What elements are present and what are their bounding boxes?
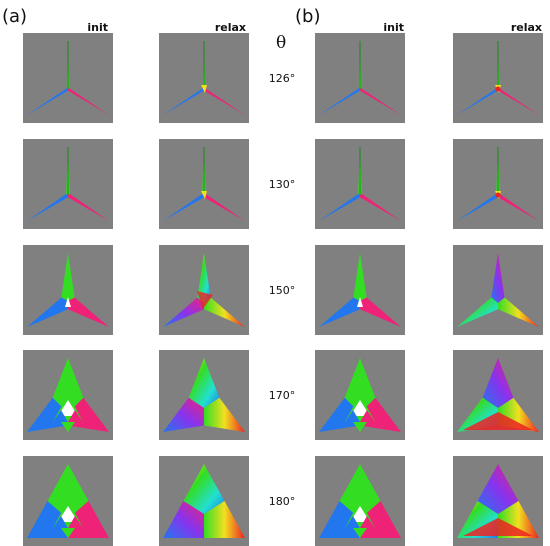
theta-heading: θ (276, 33, 287, 53)
tile-b-relax-130 (453, 139, 543, 229)
col-head-a-init: init (87, 21, 108, 34)
tile-b-init-170 (315, 350, 405, 440)
tile-b-relax-150 (453, 245, 543, 335)
tile-a-relax-180 (159, 456, 249, 546)
tile-b-relax-126 (453, 33, 543, 123)
tile-a-init-150 (23, 245, 113, 335)
tile-b-relax-180 (453, 456, 543, 546)
angle-126: 126° (268, 72, 296, 85)
tile-a-init-130 (23, 139, 113, 229)
angle-130: 130° (268, 178, 296, 191)
col-head-b-init: init (383, 21, 404, 34)
angle-150: 150° (268, 284, 296, 297)
tile-b-init-150 (315, 245, 405, 335)
tile-a-relax-170 (159, 350, 249, 440)
tile-b-init-126 (315, 33, 405, 123)
tile-b-relax-170 (453, 350, 543, 440)
tile-a-relax-130 (159, 139, 249, 229)
panel-label-b: (b) (295, 6, 321, 27)
col-head-a-relax: relax (214, 21, 246, 34)
panel-label-a: (a) (2, 6, 28, 27)
tile-a-init-126 (23, 33, 113, 123)
tile-b-init-130 (315, 139, 405, 229)
angle-170: 170° (268, 389, 296, 402)
col-head-b-relax: relax (510, 21, 542, 34)
tile-a-init-170 (23, 350, 113, 440)
tile-a-relax-150 (159, 245, 249, 335)
tile-a-init-180 (23, 456, 113, 546)
tile-b-init-180 (315, 456, 405, 546)
tile-a-relax-126 (159, 33, 249, 123)
angle-180: 180° (268, 495, 296, 508)
